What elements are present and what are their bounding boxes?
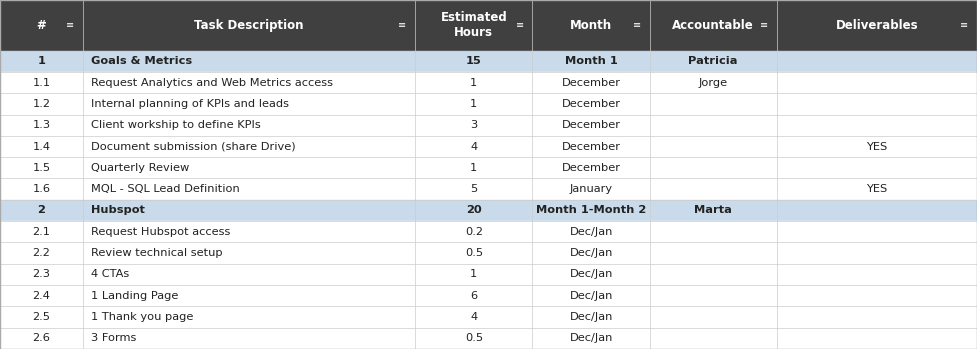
Bar	[0, 114, 977, 136]
Bar	[0, 306, 977, 328]
Text: ≡: ≡	[633, 20, 641, 30]
Text: 4: 4	[470, 141, 478, 151]
Text: December: December	[562, 99, 620, 109]
Text: 1.3: 1.3	[32, 120, 51, 130]
Text: 2: 2	[37, 206, 46, 215]
Text: Goals & Metrics: Goals & Metrics	[91, 56, 192, 66]
Text: 1 Landing Page: 1 Landing Page	[91, 291, 178, 301]
Text: 0.2: 0.2	[465, 227, 483, 237]
Bar	[0, 157, 977, 178]
Bar	[0, 0, 977, 51]
Text: 1.4: 1.4	[32, 141, 51, 151]
Bar	[0, 243, 977, 264]
Text: Dec/Jan: Dec/Jan	[570, 248, 613, 258]
Text: 1.2: 1.2	[32, 99, 51, 109]
Text: 2.3: 2.3	[32, 269, 51, 280]
Text: Document submission (share Drive): Document submission (share Drive)	[91, 141, 295, 151]
Bar	[0, 328, 977, 349]
Text: December: December	[562, 163, 620, 173]
Text: YES: YES	[867, 184, 887, 194]
Text: Hubspot: Hubspot	[91, 206, 145, 215]
Text: Client workship to define KPIs: Client workship to define KPIs	[91, 120, 261, 130]
Text: Request Analytics and Web Metrics access: Request Analytics and Web Metrics access	[91, 77, 333, 88]
Text: Accountable: Accountable	[672, 19, 754, 32]
Text: MQL - SQL Lead Definition: MQL - SQL Lead Definition	[91, 184, 239, 194]
Text: December: December	[562, 77, 620, 88]
Text: Request Hubspot access: Request Hubspot access	[91, 227, 231, 237]
Text: ≡: ≡	[66, 20, 74, 30]
Text: YES: YES	[867, 141, 887, 151]
Text: 1 Thank you page: 1 Thank you page	[91, 312, 193, 322]
Text: 3: 3	[470, 120, 478, 130]
Text: #: #	[37, 19, 46, 32]
Text: Dec/Jan: Dec/Jan	[570, 269, 613, 280]
Text: 2.2: 2.2	[32, 248, 51, 258]
Bar	[0, 264, 977, 285]
Text: Estimated
Hours: Estimated Hours	[441, 11, 507, 39]
Text: 1: 1	[37, 56, 46, 66]
Text: ≡: ≡	[760, 20, 768, 30]
Bar	[0, 93, 977, 114]
Text: Dec/Jan: Dec/Jan	[570, 291, 613, 301]
Text: December: December	[562, 141, 620, 151]
Text: December: December	[562, 120, 620, 130]
Text: Deliverables: Deliverables	[835, 19, 918, 32]
Text: 1: 1	[470, 99, 478, 109]
Bar	[0, 200, 977, 221]
Text: 0.5: 0.5	[465, 248, 483, 258]
Text: 1: 1	[470, 163, 478, 173]
Bar	[0, 136, 977, 157]
Text: 20: 20	[466, 206, 482, 215]
Text: 2.5: 2.5	[32, 312, 51, 322]
Text: Task Description: Task Description	[194, 19, 304, 32]
Text: Month 1-Month 2: Month 1-Month 2	[536, 206, 646, 215]
Text: Patricia: Patricia	[689, 56, 738, 66]
Text: 6: 6	[470, 291, 478, 301]
Text: 0.5: 0.5	[465, 333, 483, 343]
Text: 1.5: 1.5	[32, 163, 51, 173]
Text: 1: 1	[470, 77, 478, 88]
Bar	[0, 285, 977, 306]
Text: ≡: ≡	[960, 20, 968, 30]
Text: 1.6: 1.6	[32, 184, 51, 194]
Text: 1.1: 1.1	[32, 77, 51, 88]
Text: Dec/Jan: Dec/Jan	[570, 227, 613, 237]
Text: ≡: ≡	[516, 20, 524, 30]
Text: Quarterly Review: Quarterly Review	[91, 163, 190, 173]
Text: Dec/Jan: Dec/Jan	[570, 333, 613, 343]
Text: 4 CTAs: 4 CTAs	[91, 269, 129, 280]
Bar	[0, 72, 977, 93]
Text: Jorge: Jorge	[699, 77, 728, 88]
Text: Dec/Jan: Dec/Jan	[570, 312, 613, 322]
Text: 2.4: 2.4	[32, 291, 51, 301]
Text: January: January	[570, 184, 613, 194]
Text: Review technical setup: Review technical setup	[91, 248, 223, 258]
Text: 1: 1	[470, 269, 478, 280]
Bar	[0, 221, 977, 243]
Text: 3 Forms: 3 Forms	[91, 333, 136, 343]
Bar	[0, 51, 977, 72]
Text: Month 1: Month 1	[565, 56, 617, 66]
Text: Internal planning of KPIs and leads: Internal planning of KPIs and leads	[91, 99, 289, 109]
Text: Month: Month	[570, 19, 613, 32]
Text: 2.1: 2.1	[32, 227, 51, 237]
Text: 4: 4	[470, 312, 478, 322]
Text: 15: 15	[466, 56, 482, 66]
Text: Marta: Marta	[695, 206, 732, 215]
Text: 5: 5	[470, 184, 478, 194]
Bar	[0, 178, 977, 200]
Text: ≡: ≡	[399, 20, 406, 30]
Text: 2.6: 2.6	[32, 333, 51, 343]
